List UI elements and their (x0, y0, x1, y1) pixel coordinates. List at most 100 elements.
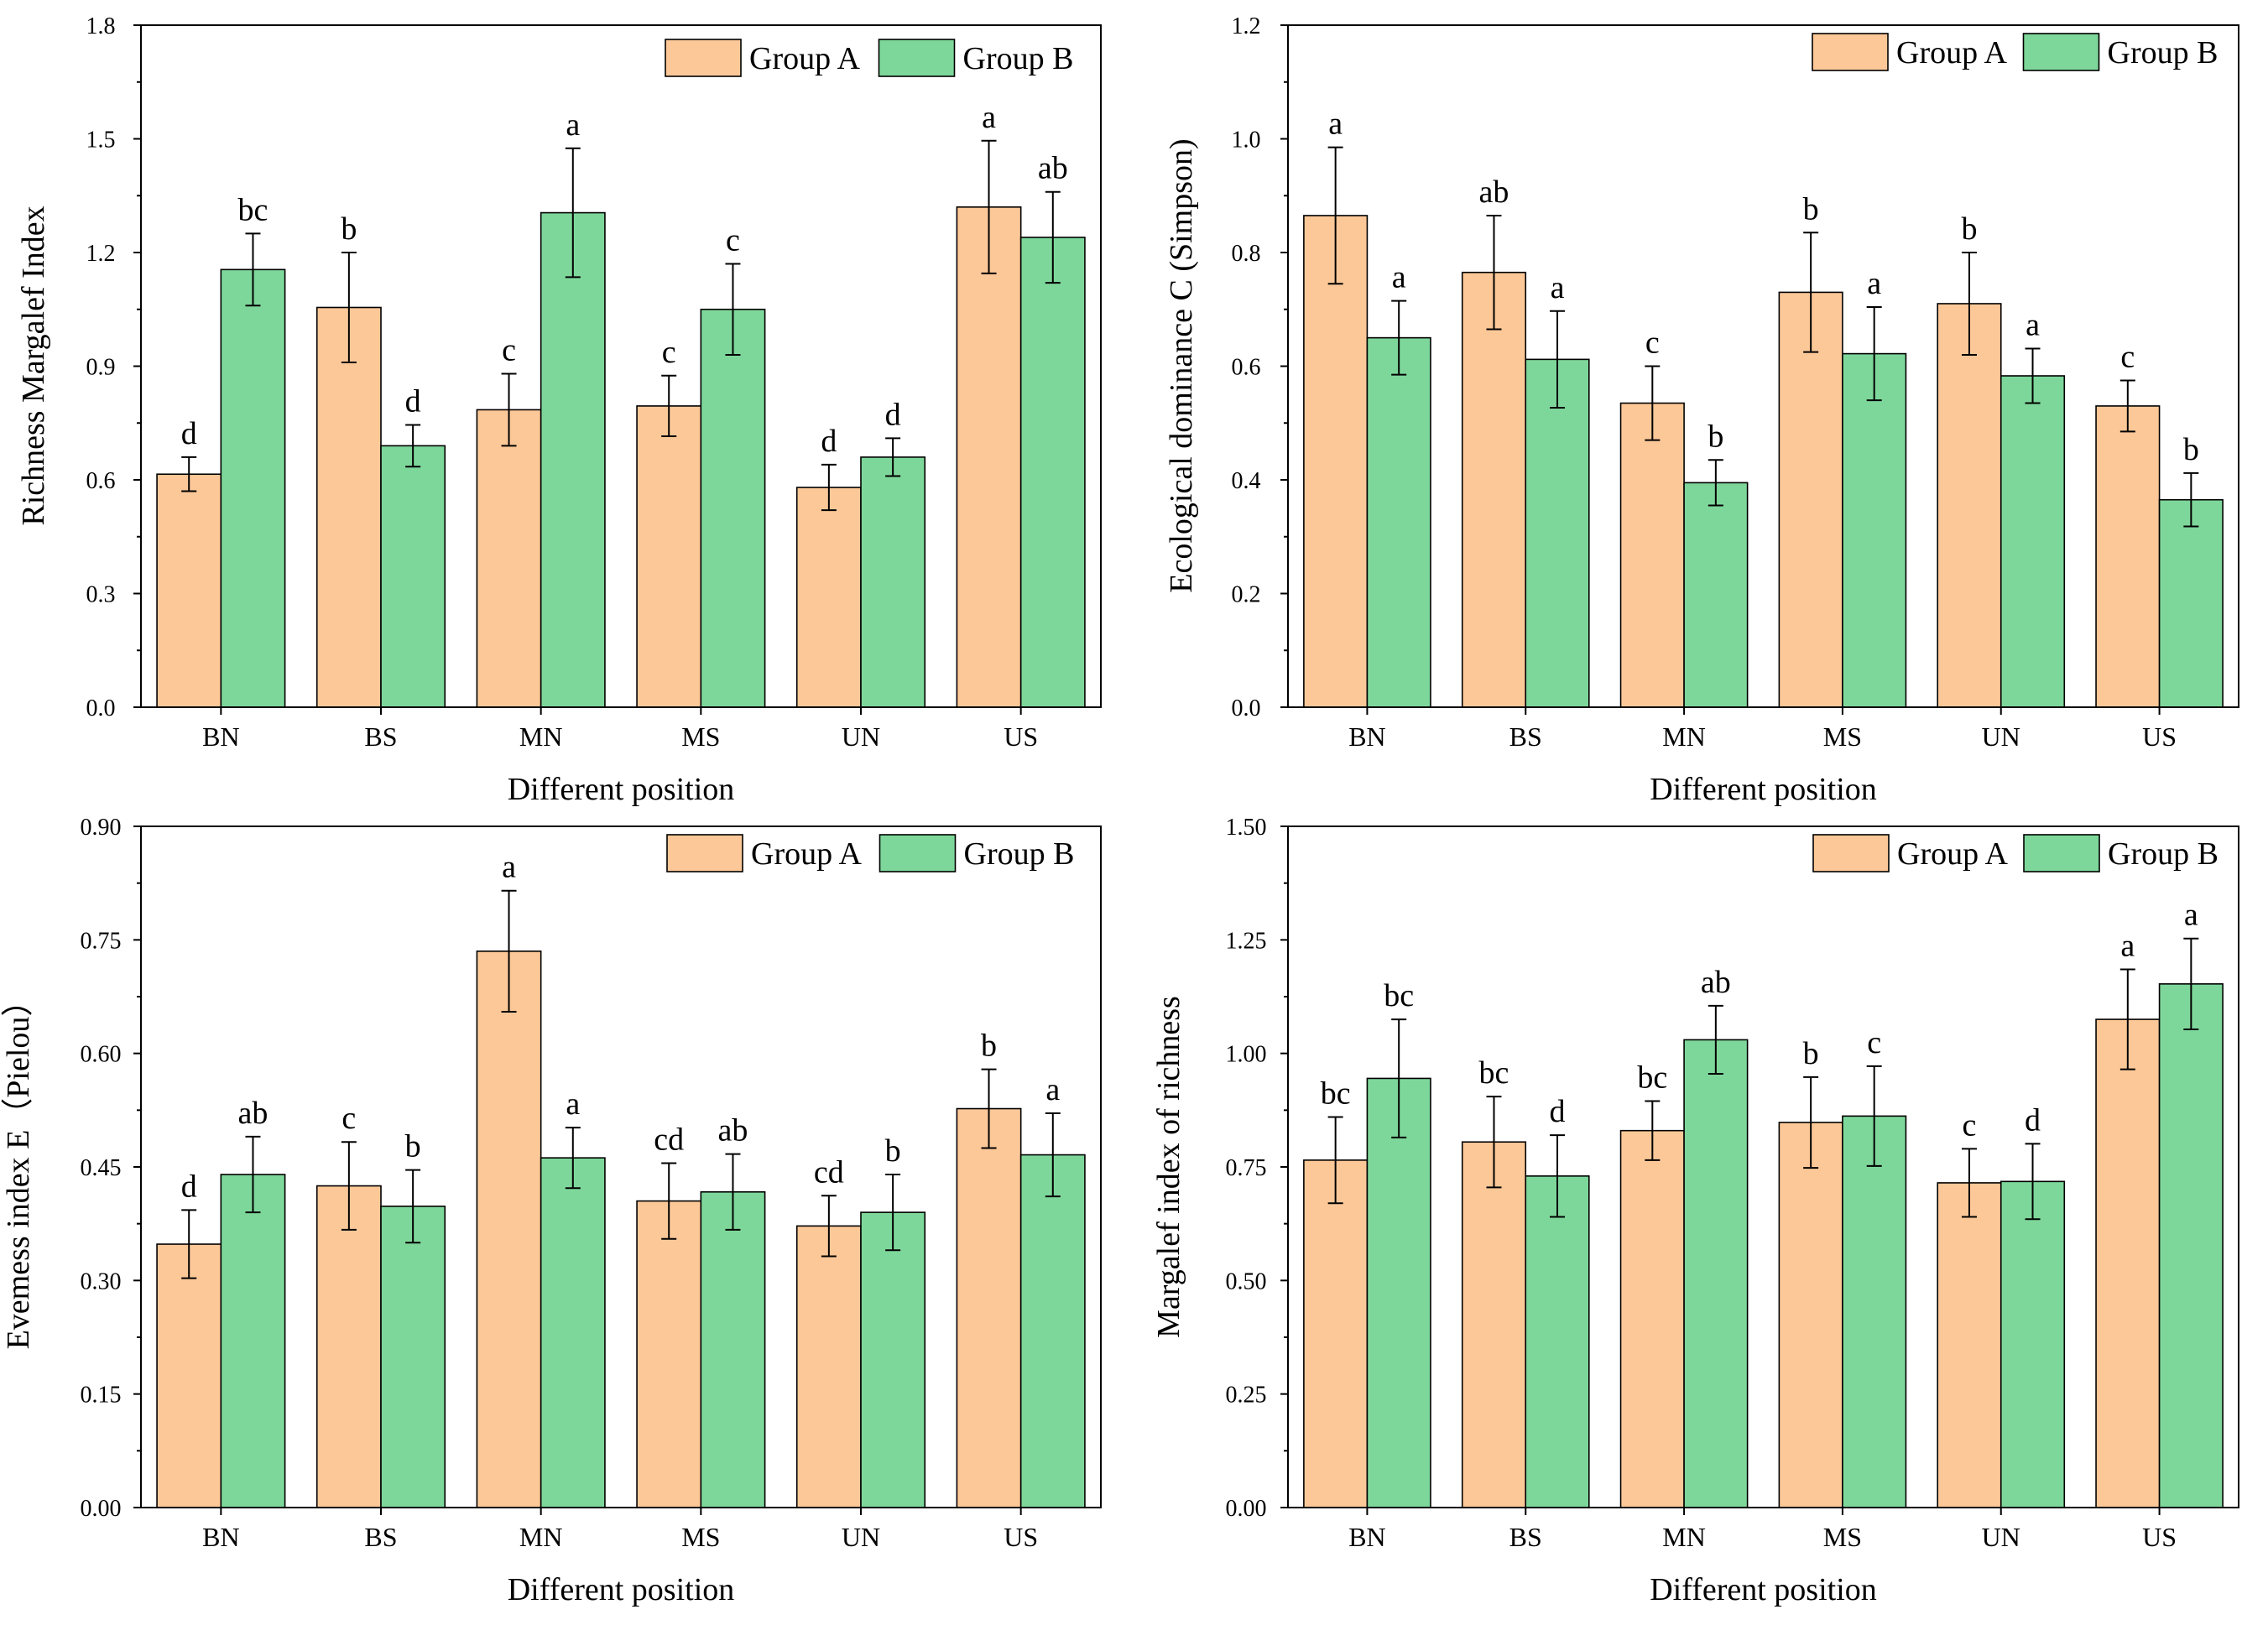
bar-group-b-ms (700, 1190, 766, 1508)
error-bar (1708, 1004, 1723, 1076)
plot-frame (1287, 24, 2239, 708)
significance-label: d (885, 397, 901, 432)
error-bar (1645, 1100, 1661, 1161)
legend-label-group-b: Group B (964, 836, 1075, 872)
error-bar (501, 372, 517, 447)
y-tick-label: 1.2 (86, 241, 116, 267)
x-tick-label: BS (364, 721, 397, 752)
bar-group-a-us (2095, 1018, 2161, 1508)
error-bar (725, 263, 741, 356)
bar-group-a-bs (1461, 1141, 1527, 1508)
significance-label: a (2120, 929, 2135, 964)
error-bar (245, 1135, 261, 1214)
y-tick-label: 0.4 (1232, 468, 1261, 494)
error-bar (1866, 306, 1882, 402)
significance-label: a (2026, 307, 2040, 342)
error-bar (181, 456, 197, 492)
bar-group-a-us (956, 206, 1022, 708)
significance-label: a (1551, 270, 1565, 305)
y-tick-label: 0.3 (86, 582, 116, 608)
bar-group-b-mn (1683, 1039, 1749, 1508)
bar-group-a-bn (1303, 1159, 1369, 1508)
error-bar (2025, 347, 2041, 404)
x-axis-title: Different position (1650, 1572, 1877, 1607)
bar-group-a-ms (1778, 1122, 1843, 1508)
bar-group-b-bn (1366, 336, 1431, 708)
significance-label: b (1708, 419, 1723, 454)
y-tick-label: 0.50 (1226, 1268, 1267, 1294)
y-tick-label: 0.75 (81, 928, 122, 954)
x-tick-label: MN (519, 1522, 563, 1552)
error-bar (1045, 190, 1061, 284)
y-axis-title: Evemess index E（Pielou） (1, 985, 36, 1350)
bar-group-a-mn (476, 409, 542, 708)
error-bar (1645, 365, 1661, 441)
bar-group-a-un (795, 1225, 862, 1508)
error-bar (1803, 1076, 1819, 1169)
y-axis-title: Margalef index of richness (1151, 996, 1186, 1338)
bar-group-a-bn (1303, 215, 1369, 708)
significance-label: c (502, 333, 516, 368)
significance-label: c (662, 335, 676, 370)
significance-label: b (341, 211, 357, 247)
error-bar (405, 1169, 421, 1244)
error-bar (981, 1068, 997, 1149)
y-tick-label: 1.8 (86, 13, 116, 39)
significance-label: ab (1479, 174, 1509, 210)
error-bar (1327, 146, 1343, 285)
x-tick-label: UN (1982, 1522, 2020, 1552)
error-bar (661, 1162, 677, 1240)
error-bar (1961, 252, 1977, 356)
error-bar (181, 1209, 197, 1279)
significance-label: bc (238, 192, 269, 227)
error-bar (2025, 1143, 2041, 1221)
error-bar (341, 252, 357, 363)
error-bar (1486, 214, 1502, 331)
legend-label-group-b: Group B (2108, 35, 2218, 70)
legend-label-group-b: Group B (963, 41, 1074, 76)
error-bar (1391, 299, 1407, 376)
significance-label: a (1867, 266, 1881, 301)
bar-group-b-bs (380, 445, 446, 708)
bar-group-b-mn (540, 211, 606, 708)
significance-label: ab (718, 1113, 748, 1148)
significance-label: a (1328, 107, 1343, 142)
bar-group-b-un (860, 456, 926, 708)
error-bar (981, 139, 997, 274)
y-tick-label: 0.45 (81, 1155, 122, 1181)
x-tick-label: US (2142, 721, 2177, 752)
significance-label: b (981, 1029, 997, 1064)
legend-swatch-group-b (2023, 834, 2100, 872)
x-tick-label: MS (1823, 1522, 1862, 1552)
significance-label: a (1392, 260, 1406, 295)
x-tick-label: MS (681, 1522, 720, 1552)
error-bar (565, 147, 581, 279)
y-tick-label: 0.60 (81, 1042, 122, 1068)
x-tick-label: BS (364, 1522, 397, 1552)
legend: Group A Group B (1812, 834, 2218, 872)
significance-label: d (1550, 1094, 1566, 1129)
error-bar (661, 374, 677, 438)
error-bar (2119, 968, 2135, 1070)
x-tick-label: US (2142, 1522, 2177, 1552)
y-tick-label: 0.2 (1232, 582, 1261, 608)
legend-label-group-a: Group A (751, 836, 863, 872)
significance-label: c (342, 1101, 356, 1136)
x-axis-title: Different position (508, 772, 735, 807)
y-tick-label: 1.5 (86, 128, 116, 154)
x-tick-label: MN (519, 721, 563, 752)
error-bar (1708, 459, 1723, 507)
x-tick-label: BN (202, 1522, 239, 1552)
y-tick-label: 1.0 (1232, 128, 1261, 154)
y-tick-label: 0.30 (81, 1268, 122, 1294)
y-tick-label: 0.9 (86, 355, 116, 381)
significance-label: bc (1384, 978, 1414, 1013)
significance-label: bc (1479, 1055, 1509, 1091)
error-bar (1045, 1112, 1061, 1198)
y-tick-label: 0.15 (81, 1383, 122, 1409)
x-axis-title: Different position (508, 1572, 735, 1607)
error-bar (725, 1153, 741, 1231)
significance-label: c (1645, 326, 1660, 361)
